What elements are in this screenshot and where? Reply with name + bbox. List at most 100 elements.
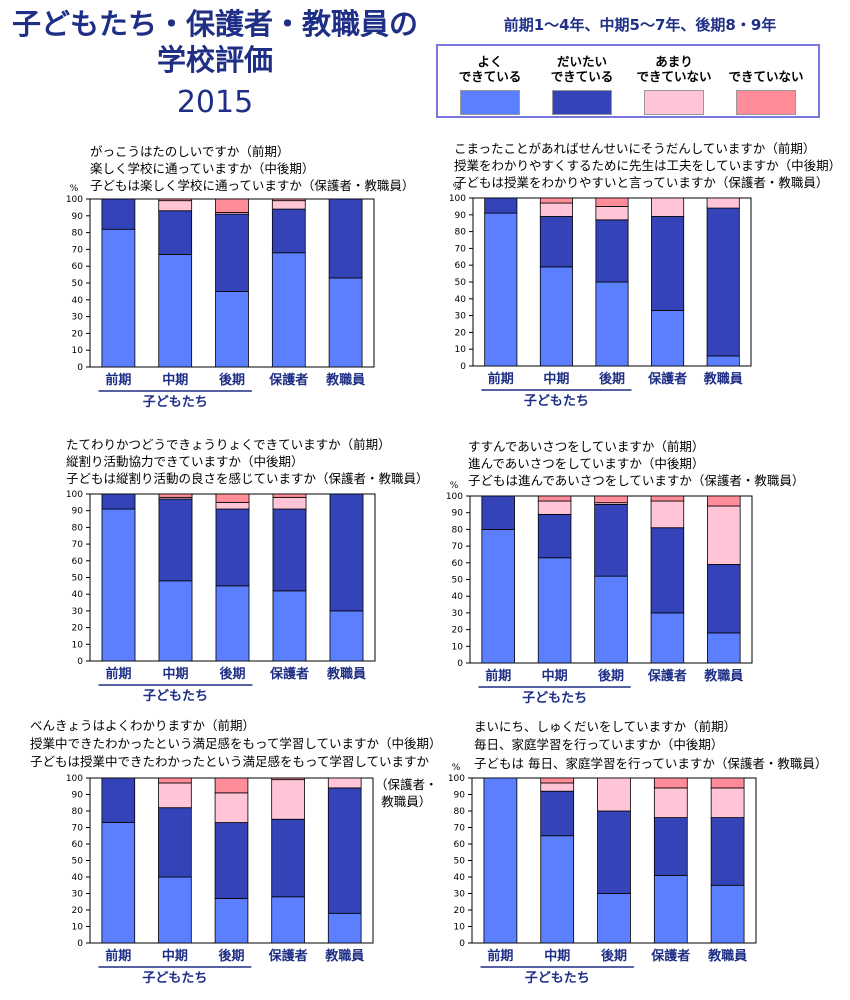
- y-tick-label: 30: [72, 607, 84, 617]
- bar-segment-daitai: [214, 822, 249, 899]
- bar-segment-yoku: [101, 822, 136, 944]
- question-text: べんきょうはよくわかりますか（前期）: [30, 718, 256, 733]
- category-label: 教職員: [703, 371, 743, 387]
- legend-swatch: [644, 90, 704, 115]
- bar-segment-dekiteinai: [710, 777, 745, 789]
- bar-segment-dekiteinai: [271, 777, 305, 781]
- bar-segment-yoku: [594, 575, 628, 664]
- bar-segment-daitai: [215, 213, 249, 292]
- y-tick-label: 60: [72, 557, 84, 567]
- y-tick-label: 0: [460, 362, 466, 372]
- bar-segment-amari: [540, 782, 575, 792]
- group-label: 子どもたち: [143, 395, 208, 410]
- bar-segment-dekiteinai: [539, 197, 573, 204]
- y-tick-label: 40: [72, 296, 84, 306]
- category-label: 後期: [601, 948, 627, 964]
- bar-segment-daitai: [101, 777, 136, 823]
- respondent-note: （保護者・ 教職員）: [375, 777, 438, 809]
- legend-swatch: [460, 90, 520, 115]
- y-tick-label: 30: [454, 890, 466, 900]
- question-text: がっこうはたのしいですか（前期）: [90, 144, 290, 159]
- category-label: 中期: [162, 948, 188, 964]
- y-tick-label: 100: [449, 194, 466, 204]
- y-tick-label: 90: [454, 791, 466, 801]
- group-label: 子どもたち: [142, 971, 207, 986]
- y-tick-label: 60: [72, 840, 84, 850]
- y-tick-label: 20: [72, 329, 84, 339]
- y-tick-label: 90: [452, 509, 464, 519]
- y-tick-label: 30: [452, 609, 464, 619]
- y-tick-label: 100: [446, 492, 463, 502]
- bar-segment-yoku: [215, 585, 250, 662]
- y-tick-label: 60: [72, 262, 84, 272]
- category-label: 後期: [219, 372, 245, 388]
- question-text: 子どもは楽しく学校に通っていますか（保護者・教職員）: [90, 178, 415, 193]
- y-tick-label: 40: [72, 873, 84, 883]
- y-tick-label: 80: [452, 525, 464, 535]
- bar-segment-yoku: [650, 612, 685, 664]
- bar-segment-daitai: [328, 198, 363, 279]
- question-text: 子どもは授業中できたわかったという満足感をもって学習していますか: [30, 754, 430, 769]
- category-label: 前期: [485, 668, 511, 684]
- bar-segment-dekiteinai: [594, 495, 628, 504]
- bar-segment-amari: [653, 787, 688, 819]
- category-label: 教職員: [707, 948, 747, 964]
- bar-segment-daitai: [484, 197, 518, 214]
- bar-segment-amari: [650, 500, 685, 529]
- bar-segment-yoku: [158, 876, 192, 944]
- category-label: 前期: [105, 948, 131, 964]
- legend-label: あまり できていない: [636, 54, 712, 84]
- bar-segment-daitai: [158, 807, 192, 878]
- category-label: 教職員: [324, 948, 364, 964]
- y-tick-label: 20: [452, 626, 464, 636]
- bar-segment-dekiteinai: [653, 777, 688, 789]
- category-label: 前期: [105, 372, 131, 388]
- category-label: 中期: [542, 668, 568, 684]
- group-label: 子どもたち: [524, 394, 589, 409]
- bar-segment-yoku: [101, 228, 136, 368]
- bar-segment-yoku: [653, 874, 688, 944]
- bar-segment-daitai: [329, 493, 364, 612]
- y-tick-label: 70: [454, 824, 466, 834]
- y-tick-label: 20: [455, 328, 467, 338]
- y-axis-unit: %: [453, 183, 462, 193]
- bar-segment-yoku: [215, 290, 249, 368]
- legend-label: だいたい できている: [550, 54, 614, 84]
- bar-segment-amari: [271, 779, 305, 820]
- bar-segment-dekiteinai: [158, 198, 193, 202]
- y-tick-label: 60: [455, 261, 467, 271]
- question-text: 子どもは縦割り活動の良さを感じていますか（保護者・教職員）: [66, 471, 429, 486]
- group-label: 子どもたち: [522, 691, 587, 706]
- question-text: すすんであいさつをしていますか（前期）: [468, 439, 705, 454]
- y-tick-label: 80: [72, 807, 84, 817]
- y-axis-unit: %: [452, 763, 461, 773]
- bar-segment-yoku: [537, 557, 572, 664]
- y-tick-label: 70: [72, 824, 84, 834]
- y-tick-label: 20: [72, 624, 84, 634]
- bar-segment-dekiteinai: [650, 495, 685, 502]
- bar-segment-yoku: [651, 310, 685, 367]
- y-axis-unit: %: [70, 184, 79, 194]
- legend-item-yoku: よく できている: [444, 52, 536, 115]
- bar-segment-yoku: [707, 632, 741, 664]
- category-label: 保護者: [647, 668, 687, 684]
- y-tick-label: 40: [452, 592, 464, 602]
- legend-item-daitai: だいたい できている: [536, 52, 628, 115]
- bar-segment-daitai: [710, 817, 745, 886]
- y-tick-label: 10: [455, 345, 467, 355]
- y-tick-label: 90: [455, 211, 467, 221]
- y-tick-label: 80: [72, 523, 84, 533]
- y-tick-label: 30: [72, 313, 84, 323]
- page-title-year: 2015: [176, 85, 254, 120]
- bar-segment-yoku: [214, 898, 249, 944]
- category-label: 後期: [219, 666, 245, 682]
- y-tick-label: 10: [72, 346, 84, 356]
- question-text: 子どもは授業をわかりやすいと言っていますか（保護者・教職員）: [454, 175, 829, 190]
- group-label: 子どもたち: [143, 689, 208, 704]
- bar-segment-amari: [597, 777, 631, 812]
- bar-segment-dekiteinai: [537, 495, 572, 502]
- bar-segment-amari: [710, 787, 745, 819]
